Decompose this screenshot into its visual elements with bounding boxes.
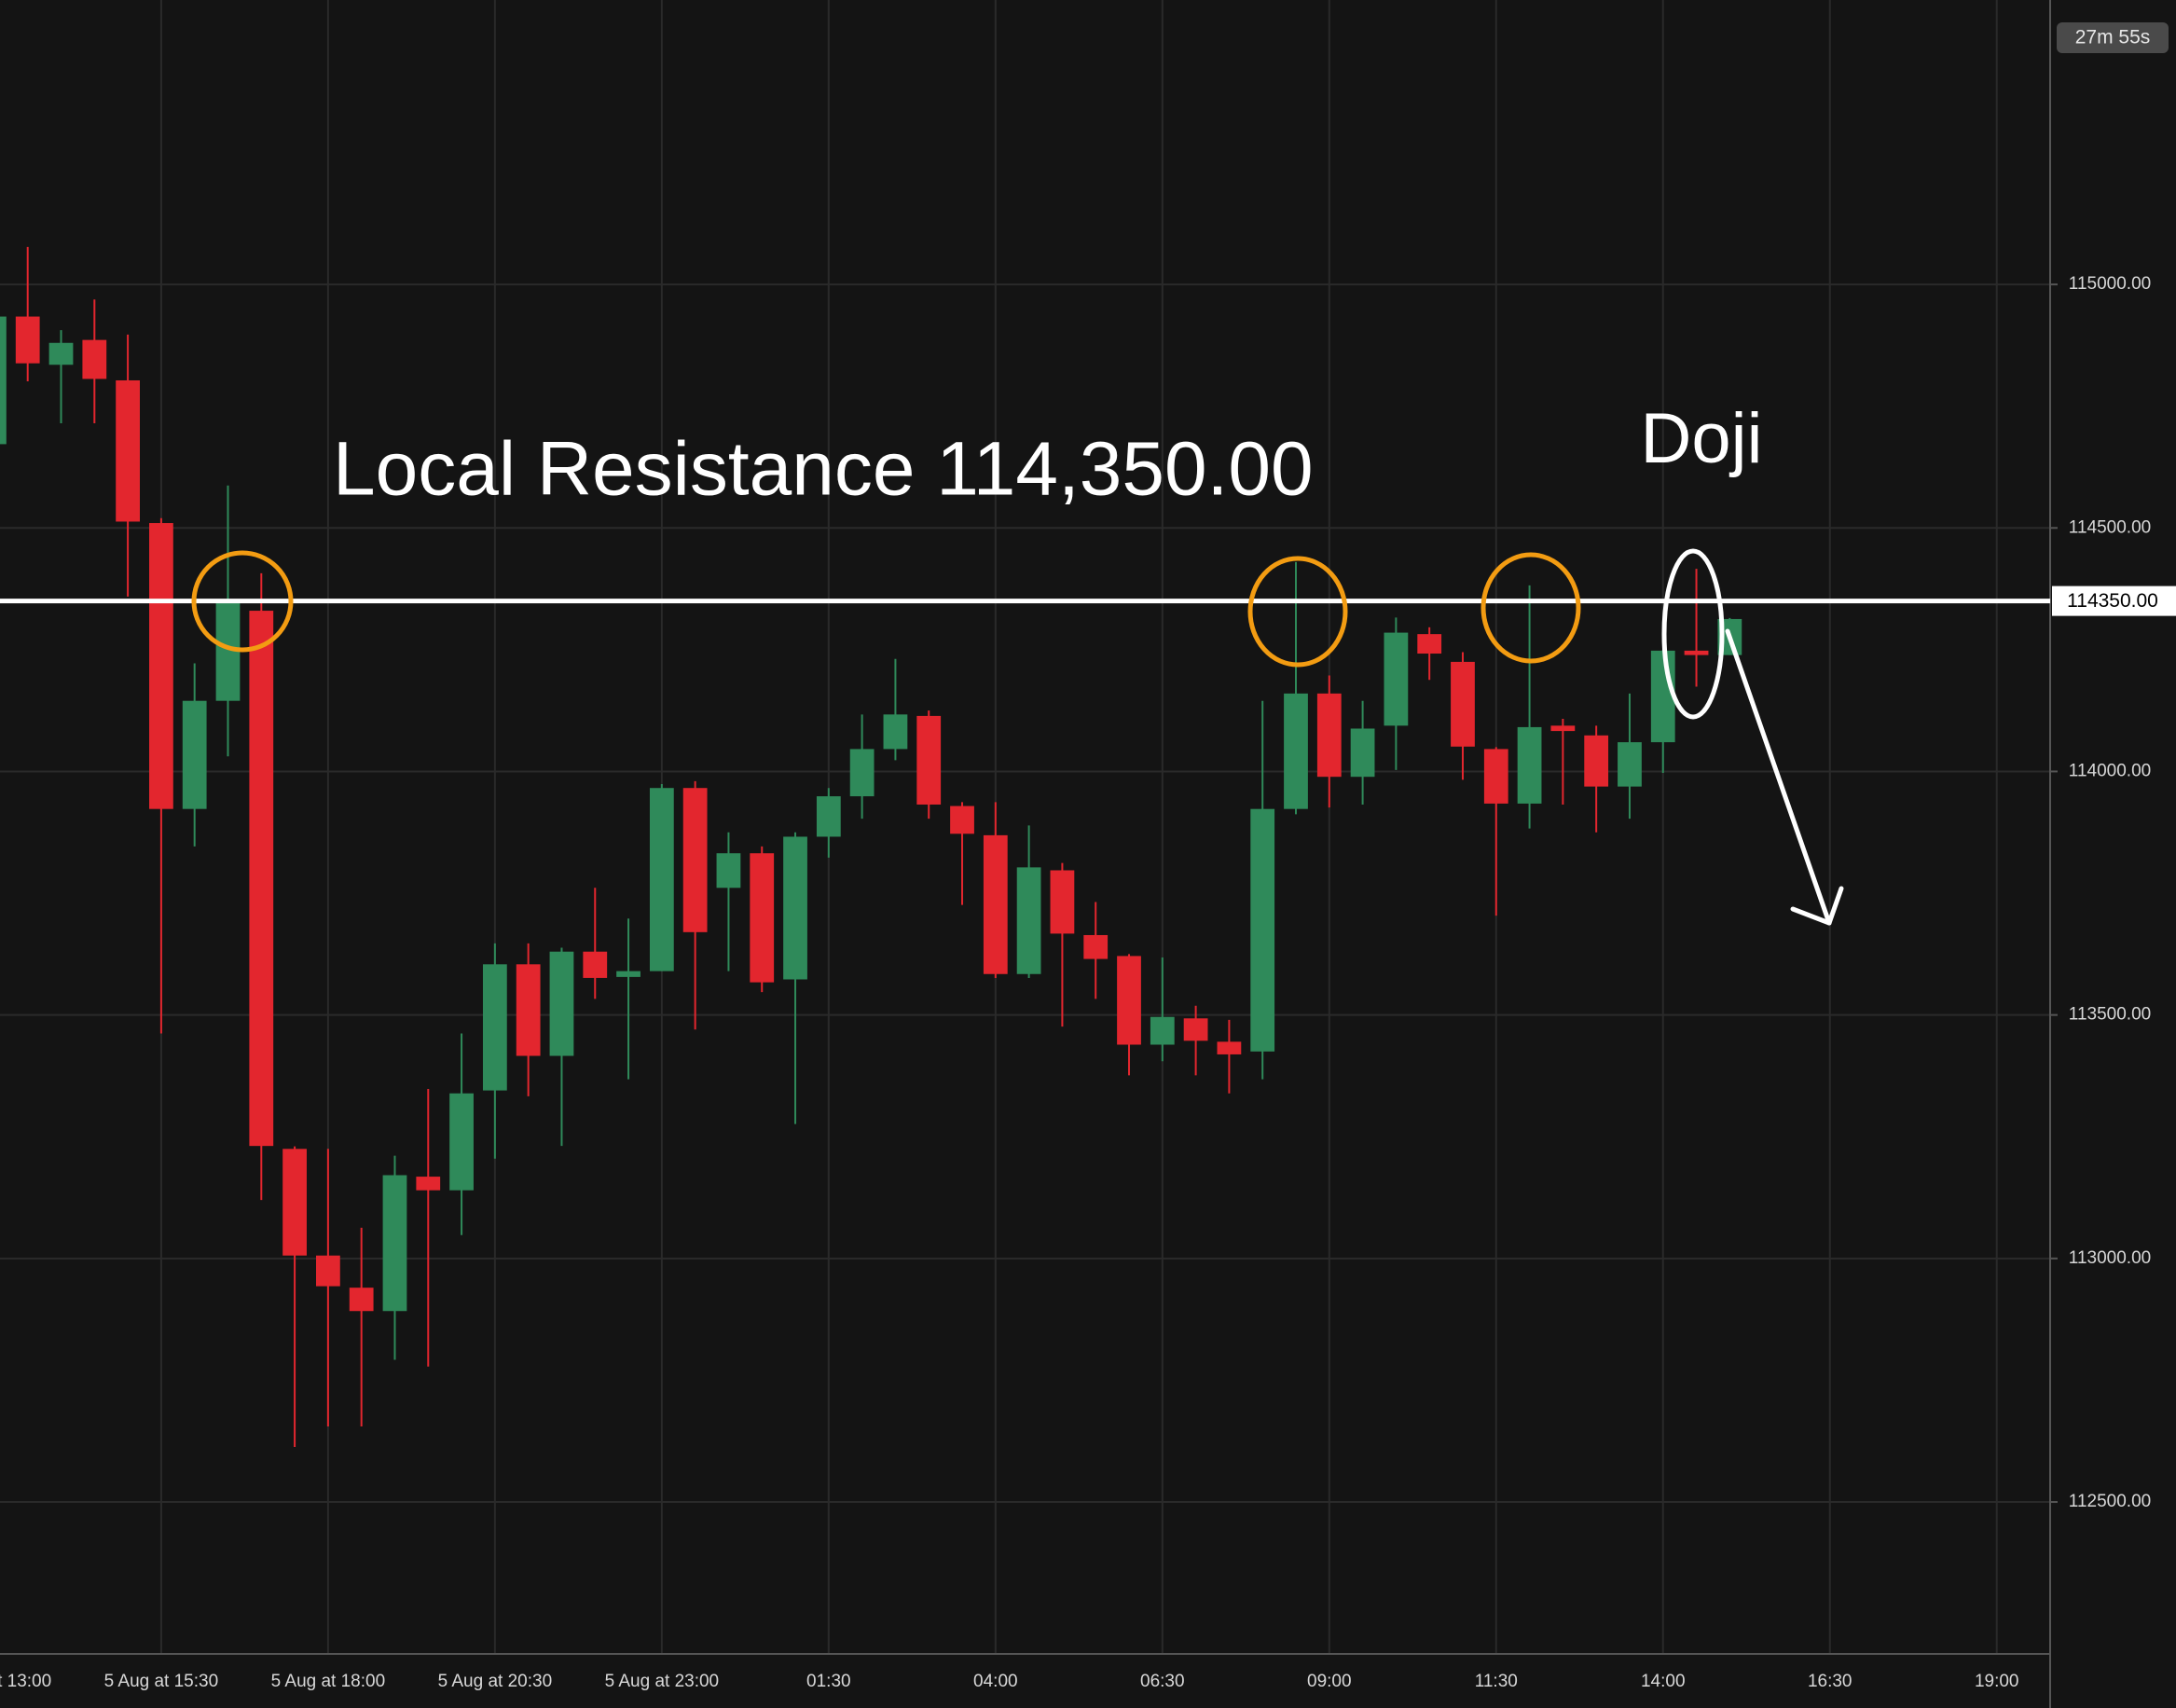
candle-body: [1150, 1016, 1175, 1045]
x-tick-label: 01:30: [806, 1672, 851, 1691]
candle-body: [449, 1093, 474, 1191]
candle-body: [1584, 735, 1609, 787]
x-tick-label: 5 Aug at 18:00: [271, 1672, 386, 1691]
candle-body: [883, 714, 908, 750]
x-tick-label: 5 Aug at 15:30: [104, 1672, 219, 1691]
grid: [0, 0, 2050, 1654]
x-tick-label: 19:00: [1975, 1672, 2019, 1691]
x-tick-label: 04:00: [973, 1672, 1018, 1691]
candle-body: [1451, 661, 1475, 747]
countdown-box: [2057, 22, 2169, 53]
candle-body: [82, 339, 107, 379]
x-tick-label: 5 Aug at 23:00: [605, 1672, 720, 1691]
candle-body: [482, 964, 507, 1091]
candle-body: [1618, 742, 1642, 787]
candle-body: [1517, 726, 1542, 804]
highlight-circle: [191, 550, 294, 653]
candle-body: [583, 951, 608, 978]
candle-body: [1550, 725, 1576, 732]
candle-body: [282, 1149, 307, 1256]
doji-ellipse: [1661, 548, 1725, 720]
candle-body: [1417, 634, 1442, 654]
doji-annotation: Doji: [1641, 399, 1763, 478]
resistance-label-box: [2052, 585, 2176, 616]
candle-body: [1117, 956, 1141, 1045]
candle-body: [1250, 808, 1275, 1052]
candle-body: [1483, 749, 1508, 804]
candle-body: [682, 788, 708, 932]
candle-body: [816, 796, 841, 837]
candle-body: [1316, 693, 1342, 778]
candle-body: [0, 316, 7, 445]
candle-body: [1183, 1018, 1208, 1041]
candle-body: [950, 806, 974, 834]
candle-body: [48, 342, 74, 365]
resistance-label: 114350.00: [2067, 590, 2158, 612]
x-tick-label: 16:30: [1808, 1672, 1852, 1691]
candle-body: [1217, 1041, 1242, 1054]
arrow: [1725, 628, 1844, 926]
candle-body: [1284, 693, 1308, 809]
candle-body: [983, 834, 1008, 974]
candle-body: [849, 749, 875, 797]
y-tick-label: 112500.00: [2069, 1492, 2151, 1511]
candle-body: [315, 1255, 340, 1287]
x-tick-label: 14:00: [1641, 1672, 1686, 1691]
candles: [0, 246, 1742, 1447]
highlight-circle: [1481, 552, 1581, 664]
candle-body: [1650, 650, 1675, 743]
candle-body: [1384, 632, 1409, 726]
y-tick-label: 114000.00: [2069, 761, 2151, 780]
x-tick-label: 5 Aug at 20:30: [438, 1672, 553, 1691]
x-tick-label: 11:30: [1475, 1672, 1518, 1691]
candle-body: [149, 523, 173, 809]
y-tick-label: 113500.00: [2069, 1005, 2151, 1025]
candle-body: [549, 951, 574, 1056]
highlight-circle: [1247, 556, 1348, 668]
resistance-annotation: Local Resistance 114,350.00: [333, 427, 1314, 512]
countdown: 27m 55s: [2075, 27, 2151, 48]
x-tick-label: 5 Aug at 13:00: [0, 1672, 51, 1691]
candle-body: [382, 1175, 407, 1312]
candle-body: [1684, 650, 1709, 655]
candle-body: [1350, 728, 1375, 778]
candle-body: [916, 715, 942, 805]
candle-body: [416, 1177, 441, 1191]
y-tick-label: 113000.00: [2069, 1248, 2151, 1268]
y-tick-label: 115000.00: [2069, 274, 2151, 294]
candle-body: [616, 971, 640, 977]
candle-body: [1083, 934, 1109, 959]
x-tick-label: 09:00: [1307, 1672, 1352, 1691]
arrow-head: [1790, 906, 1832, 926]
candle-body: [716, 853, 741, 888]
candle-body: [649, 788, 674, 971]
x-tick-label: 06:30: [1140, 1672, 1185, 1691]
arrow-head: [1826, 886, 1844, 926]
candle-body: [349, 1288, 374, 1312]
candle-body: [1016, 867, 1041, 974]
candle-body: [249, 611, 274, 1147]
candle-body: [783, 836, 807, 980]
candle-body: [116, 379, 140, 522]
axes: 112500.00 113000.00 113500.00 114000.00 1145…: [0, 274, 2151, 1691]
candle-body: [750, 853, 775, 983]
candle-body: [15, 316, 40, 364]
arrow-shaft: [1725, 628, 1832, 926]
candle-body: [1050, 870, 1075, 934]
candle-body: [516, 964, 541, 1056]
y-tick-label: 114500.00: [2069, 517, 2151, 537]
candle-body: [182, 700, 207, 809]
